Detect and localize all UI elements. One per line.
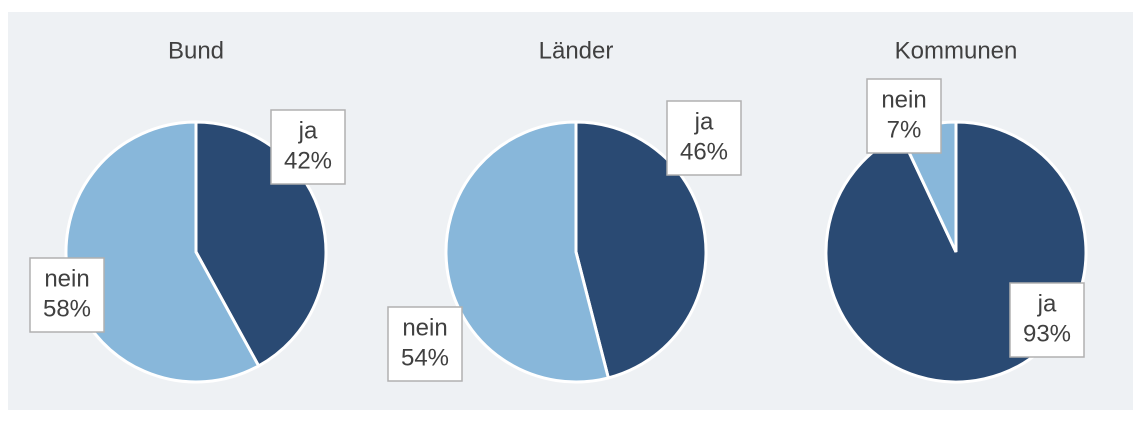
pie-slice: [574, 120, 708, 380]
label-box: [866, 78, 942, 154]
value-label: 42%: [284, 147, 332, 174]
slice-label: nein: [402, 314, 447, 341]
label-box: [29, 257, 105, 333]
slice-label: ja: [1037, 290, 1057, 317]
chart-title: Kommunen: [895, 37, 1018, 64]
slice-label: nein: [44, 265, 89, 292]
label-box: [1009, 282, 1085, 358]
value-label: 46%: [680, 138, 728, 165]
pie-slice: [444, 120, 611, 384]
chart-title: Bund: [168, 37, 224, 64]
slice-label: ja: [298, 117, 318, 144]
label-box: [387, 306, 463, 382]
slice-label: ja: [694, 108, 714, 135]
value-label: 7%: [887, 116, 922, 143]
value-label: 58%: [43, 295, 91, 322]
chart-title: Länder: [539, 37, 614, 64]
label-box: [270, 109, 346, 185]
label-box: [666, 100, 742, 176]
value-label: 54%: [401, 344, 449, 371]
slice-label: nein: [881, 86, 926, 113]
value-label: 93%: [1023, 320, 1071, 347]
